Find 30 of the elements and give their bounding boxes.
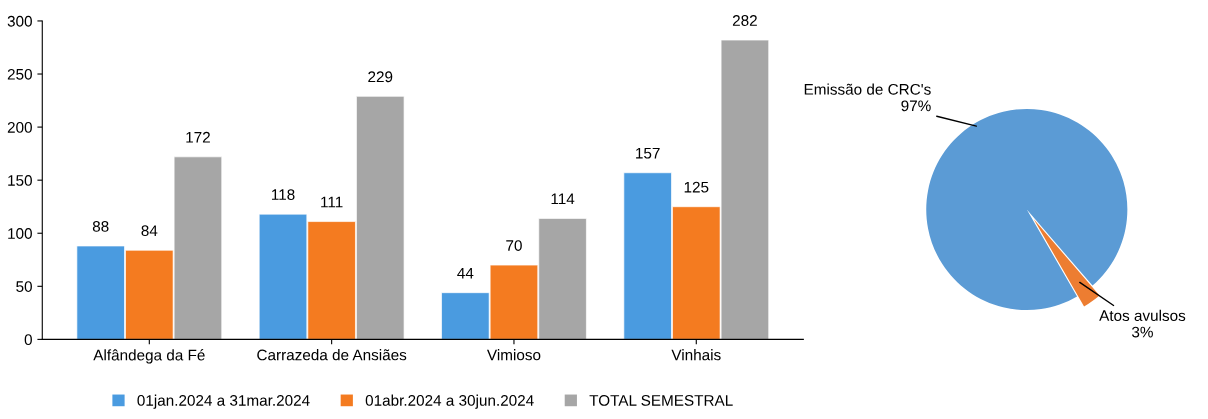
data-label: 172 <box>186 131 210 143</box>
x-tick-label: Alfândega da Fé <box>93 349 205 364</box>
y-tick-label: 200 <box>7 121 32 133</box>
data-label: 3% <box>1131 326 1153 338</box>
data-label: 84 <box>141 225 158 237</box>
data-label: 44 <box>457 267 474 279</box>
y-tick-label: 50 <box>16 281 32 292</box>
data-label: 88 <box>92 221 109 232</box>
slice-label: Emissão de CRC's <box>804 83 931 95</box>
data-label: 114 <box>551 193 575 205</box>
y-tick-label: 150 <box>8 175 32 186</box>
slice-label: Atos avulsos <box>1099 309 1186 322</box>
data-label: 157 <box>636 147 660 159</box>
legend-label: 01abr.2024 a 30jun.2024 <box>365 394 534 409</box>
x-tick-label: Carrazeda de Ansiães <box>257 349 407 361</box>
data-label: 282 <box>732 15 757 26</box>
data-label: 118 <box>272 189 295 201</box>
data-label: 125 <box>684 181 709 193</box>
data-label: 229 <box>368 71 393 83</box>
y-tick-label: 100 <box>8 228 32 239</box>
y-tick-label: 300 <box>7 15 32 27</box>
y-tick-label: 250 <box>7 68 32 80</box>
y-tick-label: 0 <box>24 334 32 346</box>
x-tick-label: Vimioso <box>486 349 541 361</box>
legend-label: TOTAL SEMESTRAL <box>589 395 733 406</box>
x-tick-label: Vinhais <box>671 349 721 361</box>
data-label: 70 <box>506 240 522 251</box>
data-label: 97% <box>901 100 931 112</box>
data-label: 111 <box>321 196 343 208</box>
legend-label: 01jan.2024 a 31mar.2024 <box>137 394 310 409</box>
